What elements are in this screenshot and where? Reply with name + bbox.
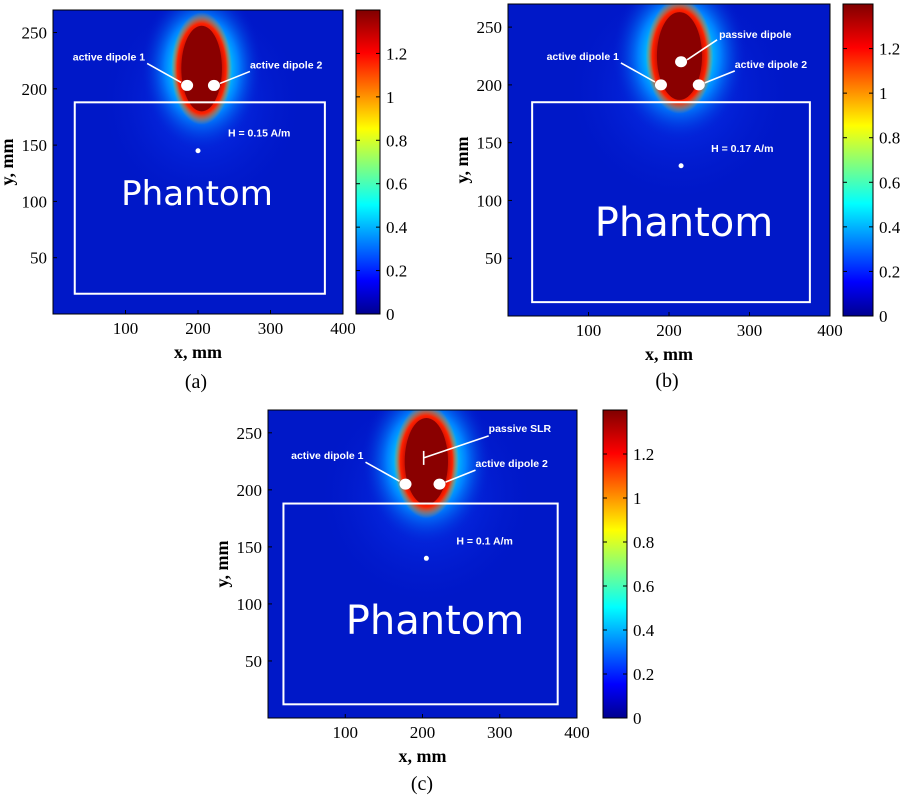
colorbar-tick-label: 0 (633, 709, 642, 728)
heatmap-panel-2: Phantom active dipole 1 passive dipole acti… (452, 3, 900, 392)
y-tick-label: 50 (485, 249, 502, 268)
x-axis-label: x, mm (645, 344, 693, 364)
colorbar-tick-label: 1 (633, 489, 642, 508)
colorbar-tick-label: 0.4 (633, 621, 655, 640)
y-tick-label: 150 (477, 134, 503, 153)
colorbar-tick-label: 0.2 (386, 262, 407, 281)
x-tick-label: 100 (113, 319, 139, 338)
colorbar-tick-label: 0.2 (633, 665, 654, 684)
probe-point (678, 163, 684, 169)
y-tick-label: 50 (30, 249, 47, 268)
phantom-label: Phantom (346, 598, 524, 644)
passive-dipole-marker (675, 56, 688, 68)
colorbar-tick-label: 0 (879, 307, 888, 326)
y-tick-label: 150 (237, 538, 263, 557)
y-tick-label: 50 (245, 652, 262, 671)
annotation-2-2: passive dipole (719, 29, 792, 41)
dipole-marker (207, 79, 220, 91)
colorbar-tick-label: 0.4 (386, 218, 408, 237)
x-tick-label: 100 (576, 321, 602, 340)
colorbar-tick-label: 0.4 (879, 218, 900, 237)
heatmap-panel-3: Phantom active dipole 1 passive SLR active … (212, 409, 655, 795)
y-tick-label: 200 (22, 80, 48, 99)
colorbar-tick-label: 1.2 (879, 40, 900, 59)
colorbar (602, 409, 628, 719)
y-tick-label: 250 (22, 24, 48, 43)
phantom-outline (531, 101, 811, 304)
x-tick-label: 300 (258, 319, 284, 338)
x-tick-label: 200 (185, 319, 211, 338)
colorbar-tick-label: 0.6 (386, 175, 407, 194)
colorbar (355, 9, 381, 315)
field-map (508, 4, 830, 316)
y-tick-label: 250 (237, 424, 263, 443)
x-tick-label: 200 (410, 723, 436, 742)
annotation-3-1: active dipole 1 (291, 450, 364, 462)
probe-point (423, 555, 429, 561)
annotation-2-1: active dipole 1 (547, 51, 620, 63)
y-tick-label: 200 (477, 76, 503, 95)
field-map (53, 10, 343, 314)
x-tick-label: 100 (333, 723, 359, 742)
annotation-1-3: H = 0.15 A/m (228, 128, 290, 140)
colorbar-tick-label: 0.6 (879, 173, 900, 192)
annotation-3-3: active dipole 2 (475, 458, 548, 470)
annotation-2-3: active dipole 2 (735, 59, 808, 71)
colorbar-tick-label: 0.6 (633, 577, 654, 596)
colorbar-tick-label: 1.2 (386, 44, 407, 63)
panel-label: (a) (185, 371, 207, 393)
panel-label: (c) (411, 773, 433, 795)
y-tick-label: 100 (22, 192, 48, 211)
y-tick-label: 200 (237, 481, 263, 500)
dipole-marker (181, 79, 194, 91)
x-tick-label: 400 (564, 723, 590, 742)
field-hotspot-core (404, 417, 448, 505)
x-axis-label: x, mm (174, 342, 222, 362)
annotation-3-2: passive SLR (489, 423, 552, 435)
annotation-1-1: active dipole 1 (73, 51, 146, 63)
colorbar-tick-label: 0.8 (633, 533, 654, 552)
colorbar-tick-label: 0 (386, 305, 395, 324)
dipole-marker (399, 478, 412, 490)
annotation-2-4: H = 0.17 A/m (711, 143, 773, 155)
phantom-label: Phantom (121, 174, 273, 214)
field-hotspot-core (656, 12, 703, 100)
y-tick-label: 100 (237, 595, 263, 614)
annotation-1-2: active dipole 2 (250, 59, 323, 71)
x-axis-label: x, mm (399, 746, 447, 766)
y-axis-label: y, mm (452, 136, 472, 183)
x-tick-label: 400 (817, 321, 843, 340)
phantom-outline (282, 502, 559, 706)
dipole-marker (692, 79, 705, 91)
colorbar (842, 3, 874, 317)
dipole-marker (433, 478, 446, 490)
x-tick-label: 200 (656, 321, 682, 340)
colorbar-tick-label: 1 (879, 84, 888, 103)
phantom-label: Phantom (595, 200, 773, 246)
y-axis-label: y, mm (212, 540, 232, 587)
panel-label: (b) (655, 370, 678, 392)
y-tick-label: 150 (22, 136, 48, 155)
annotation-3-4: H = 0.1 A/m (456, 535, 513, 547)
probe-point (195, 148, 201, 154)
x-tick-label: 300 (487, 723, 513, 742)
y-tick-label: 250 (477, 18, 503, 37)
colorbar-tick-label: 0.8 (386, 131, 407, 150)
x-tick-label: 400 (330, 319, 356, 338)
x-tick-label: 300 (737, 321, 763, 340)
colorbar-tick-label: 1.2 (633, 445, 654, 464)
phantom-outline (73, 101, 326, 295)
y-tick-label: 100 (477, 191, 503, 210)
heatmap-panel-1: Phantom active dipole 1 active dipole 2 H =… (0, 9, 408, 393)
colorbar-tick-label: 1 (386, 88, 395, 107)
colorbar-tick-label: 0.8 (879, 129, 900, 148)
dipole-marker (654, 79, 667, 91)
colorbar-tick-label: 0.2 (879, 262, 900, 281)
field-hotspot-core (181, 25, 222, 112)
y-axis-label: y, mm (0, 138, 17, 185)
